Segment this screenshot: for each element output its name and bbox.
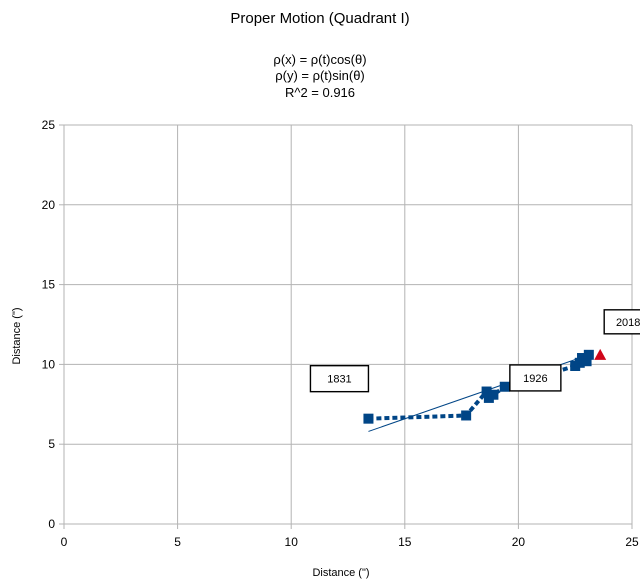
chart-subtitle-line-2: ρ(y) = ρ(t)sin(θ) (275, 68, 365, 83)
x-tick-label: 15 (398, 535, 412, 549)
chart-title: Proper Motion (Quadrant I) (230, 10, 409, 27)
grid (59, 124, 633, 529)
x-tick-label: 25 (625, 535, 639, 549)
annotation-box (603, 309, 640, 335)
x-tick-label: 10 (285, 535, 299, 549)
annotation-label: 1926 (523, 373, 547, 385)
y-tick-label: 20 (42, 198, 56, 212)
x-axis-label: Distance (") (312, 567, 369, 579)
y-tick-label: 15 (42, 278, 56, 292)
y-tick-label: 25 (42, 118, 56, 132)
annotation-label: 2018 (616, 317, 640, 329)
data-points (363, 348, 607, 424)
data-point-square (488, 389, 499, 400)
y-tick-label: 5 (48, 437, 55, 451)
data-point-square (481, 386, 492, 397)
data-point-square (581, 356, 592, 367)
data-point-square (461, 410, 472, 421)
annotation-box (309, 364, 370, 393)
annotation-label: 1831 (327, 374, 351, 386)
y-tick-label: 10 (42, 357, 56, 371)
data-point-square (363, 413, 374, 424)
annotation-box (509, 364, 562, 392)
x-tick-label: 5 (174, 535, 181, 549)
y-tick-label: 0 (48, 517, 55, 531)
x-tick-label: 0 (61, 535, 68, 549)
data-point-square (583, 349, 594, 360)
chart-subtitle-line-3: R^2 = 0.916 (285, 85, 355, 100)
tick-labels: 0 5 10 15 20 25 0 5 10 15 20 25 (42, 118, 639, 549)
y-axis-label: Distance (") (11, 307, 23, 364)
chart-subtitle-line-1: ρ(x) = ρ(t)cos(θ) (273, 52, 366, 67)
data-point-square (499, 381, 510, 392)
data-point-triangle (594, 348, 607, 360)
annotations: 1831 1926 2018 (309, 309, 640, 393)
x-tick-label: 20 (512, 535, 526, 549)
